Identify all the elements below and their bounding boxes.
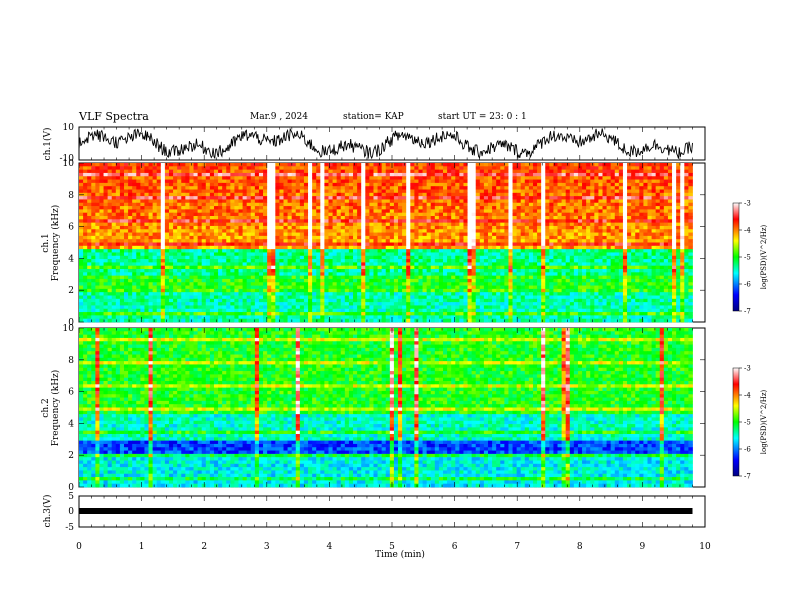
chart-title: VLF Spectra <box>79 110 149 123</box>
ch2-spectrogram-ylabel: Frequency (kHz) <box>50 370 61 447</box>
x-tick-label-8: 8 <box>577 542 583 552</box>
station-label: station= KAP <box>343 112 404 122</box>
ylabels1-ytick-2: 2 <box>68 286 74 296</box>
ch3-ytick-max: 5 <box>68 492 74 502</box>
cbticks2-tick--6: -6 <box>744 446 751 454</box>
x-tick-label-0: 0 <box>76 542 82 552</box>
ylabels2-ytick-0: 0 <box>68 483 74 493</box>
x-tick-label-10: 10 <box>699 542 711 552</box>
ch1-waveform-ylabel: ch.1(V) <box>42 128 53 161</box>
cbticks2-tick--5: -5 <box>744 419 751 427</box>
ch3-ytick-min: -5 <box>65 523 74 533</box>
x-tick-label-4: 4 <box>327 542 333 552</box>
cbticks1-tick--4: -4 <box>744 227 751 235</box>
ch3-ylabel: ch.3(V) <box>42 495 53 528</box>
ch1-waveform-ytick-min: -10 <box>60 154 75 164</box>
ch2-spectrogram <box>79 328 693 488</box>
x-tick-label-1: 1 <box>139 542 145 552</box>
cbticks2-tick--3: -3 <box>744 365 751 373</box>
cbticks1-tick--3: -3 <box>744 200 751 208</box>
ch1-waveform-line <box>78 127 693 160</box>
start-time-label: start UT = 23: 0 : 1 <box>438 112 527 122</box>
cbticks1-tick--7: -7 <box>744 308 751 316</box>
ch1-colorbar <box>732 202 740 312</box>
ch1-spectrogram <box>79 163 693 323</box>
ylabels2-ytick-4: 4 <box>68 419 74 429</box>
axis-ticks <box>78 127 706 527</box>
ch2-spectrogram-channel-label: ch.2 <box>41 398 51 417</box>
x-tick-label-3: 3 <box>264 542 270 552</box>
ylabels2-ytick-2: 2 <box>68 451 74 461</box>
x-tick-label-2: 2 <box>201 542 207 552</box>
ylabels1-ytick-10: 10 <box>63 159 75 169</box>
ylabels1-ytick-6: 6 <box>68 223 74 233</box>
ylabels1-ytick-0: 0 <box>68 318 74 328</box>
ylabels2-ytick-8: 8 <box>68 356 74 366</box>
cbticks1-tick--6: -6 <box>744 281 751 289</box>
ch3-ytick-zero: 0 <box>68 507 74 517</box>
cbticks2-tick--7: -7 <box>744 473 751 481</box>
ch3-signal-line <box>79 508 693 514</box>
ylabels1-ytick-4: 4 <box>68 254 74 264</box>
ch1-spectrogram-ylabel: Frequency (kHz) <box>50 205 61 282</box>
x-axis-label: Time (min) <box>375 549 425 560</box>
ylabels2-ytick-10: 10 <box>63 324 75 334</box>
ch1-colorbar-label: log(PSD)(V^2/Hz) <box>760 224 768 289</box>
ylabels1-ytick-8: 8 <box>68 191 74 201</box>
cbticks2-tick--4: -4 <box>744 392 751 400</box>
ch2-colorbar-label: log(PSD)(V^2/Hz) <box>760 389 768 454</box>
x-tick-label-7: 7 <box>514 542 520 552</box>
ch1-waveform-ytick-max: 10 <box>63 123 75 133</box>
ch1-spectrogram-channel-label: ch.1 <box>41 233 51 252</box>
x-tick-label-9: 9 <box>640 542 646 552</box>
ch2-colorbar <box>732 367 740 477</box>
x-tick-label-6: 6 <box>452 542 458 552</box>
x-tick-label-5: 5 <box>389 542 395 552</box>
date-label: Mar.9 , 2024 <box>250 112 308 122</box>
ylabels2-ytick-6: 6 <box>68 388 74 398</box>
cbticks1-tick--5: -5 <box>744 254 751 262</box>
